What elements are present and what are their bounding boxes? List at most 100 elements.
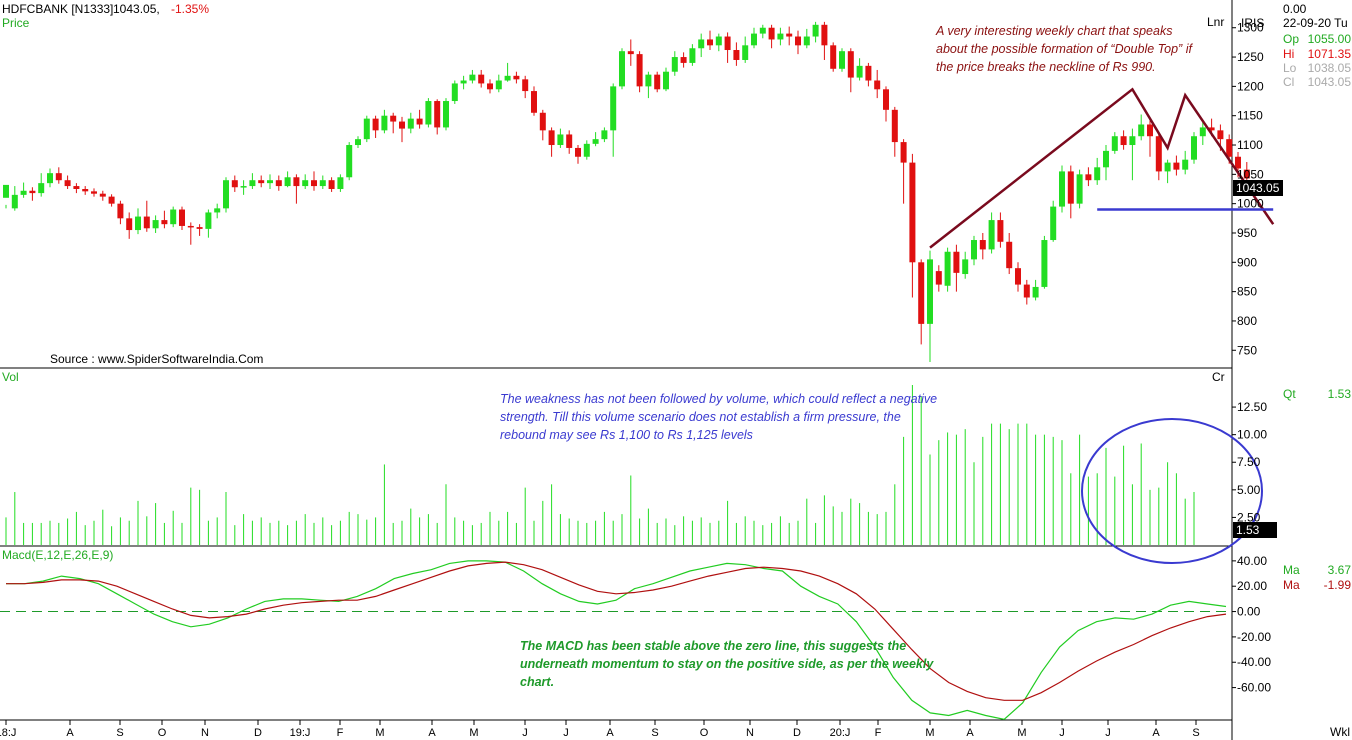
change-label: -1.35%	[171, 2, 209, 16]
x-tick-label: 18:J	[0, 727, 16, 739]
candle-body	[777, 33, 784, 40]
candle-body	[3, 184, 9, 198]
volume-tick-label: 12.50	[1237, 400, 1267, 414]
candle-body	[874, 80, 881, 90]
candle-body	[962, 259, 969, 275]
top-value: 0.00	[1283, 2, 1307, 16]
x-tick-label: M	[469, 727, 478, 739]
volume-bars	[5, 385, 1195, 545]
candle-body	[1208, 127, 1215, 131]
candle-body	[1191, 136, 1197, 160]
volume-annotation: The weakness has not been followed by vo…	[500, 392, 938, 442]
price-tick-label: 850	[1237, 285, 1257, 299]
candle-body	[152, 220, 159, 229]
price-panel-label: Price	[2, 16, 30, 30]
candle-body	[1147, 124, 1153, 137]
candle-body	[143, 216, 150, 229]
candle-body	[196, 227, 203, 229]
price-tick-label: 800	[1237, 314, 1257, 328]
candle-body	[927, 259, 933, 324]
price-tick-label: 1050	[1237, 167, 1264, 181]
candle-body	[856, 65, 863, 78]
candle-body	[293, 177, 300, 187]
candle-body	[284, 177, 291, 187]
candle-body	[1138, 124, 1145, 137]
macd-tick-label: 40.00	[1237, 554, 1267, 568]
macd-tick-label: 20.00	[1237, 579, 1267, 593]
candle-body	[47, 173, 53, 184]
x-tick-label: M	[375, 727, 384, 739]
candle-body	[645, 74, 652, 87]
x-tick-label: A	[1152, 727, 1160, 739]
candle-body	[636, 54, 643, 87]
candle-body	[1041, 240, 1048, 287]
qt-label: Qt	[1283, 387, 1296, 401]
candle-body	[372, 118, 379, 131]
candle-body	[1059, 171, 1065, 207]
candle-body	[1103, 150, 1109, 168]
candle-body	[38, 183, 45, 194]
volume-last-tag: 1.53	[1236, 523, 1260, 537]
cl-value: 1043.05	[1308, 75, 1352, 89]
candle-body	[909, 162, 916, 263]
candle-body	[997, 220, 1004, 242]
macd-tick-label: -20.00	[1237, 630, 1271, 644]
price-annotation: A very interesting weekly chart that spe…	[936, 24, 1192, 74]
candle-body	[900, 142, 907, 163]
candle-body	[1094, 167, 1101, 181]
x-tick-label: J	[1105, 727, 1111, 739]
x-tick-label: D	[254, 727, 262, 739]
macd-signal-line	[6, 561, 1227, 701]
x-tick-label: J	[563, 727, 569, 739]
macd-ma2-label: Ma	[1283, 578, 1300, 592]
candle-body	[812, 24, 819, 37]
pattern-overlay	[929, 87, 1275, 564]
candle-body	[1182, 159, 1189, 170]
hi-label: Hi	[1283, 47, 1294, 61]
price-tick-label: 1300	[1237, 21, 1264, 35]
x-tick-label: N	[746, 727, 754, 739]
price-tick-label: 950	[1237, 226, 1257, 240]
x-tick-label: J	[1059, 727, 1065, 739]
x-tick-label: M	[925, 727, 934, 739]
candle-body	[821, 24, 828, 46]
macd-tick-label: -40.00	[1237, 655, 1271, 669]
candle-body	[768, 27, 775, 40]
candle-body	[671, 57, 678, 72]
candle-body	[1155, 136, 1162, 172]
candle-body	[707, 39, 713, 46]
lo-value: 1038.05	[1308, 61, 1352, 75]
candle-body	[469, 74, 476, 81]
last-price-tag-bg	[1233, 180, 1283, 196]
candle-body	[979, 240, 986, 250]
macd-tick-label: -60.00	[1237, 681, 1271, 695]
price-tick-label: 900	[1237, 255, 1257, 269]
candle-body	[548, 130, 555, 146]
candle-body	[1199, 127, 1206, 137]
candle-body	[302, 180, 309, 187]
candle-body	[592, 139, 599, 144]
ticker-label: HDFCBANK [N1333]	[2, 2, 113, 16]
x-tick-label: A	[606, 727, 614, 739]
candle-body	[135, 216, 141, 231]
candle-body	[698, 39, 705, 49]
macd-tick-label: 0.00	[1237, 605, 1261, 619]
candle-body	[654, 74, 661, 90]
candle-body	[425, 101, 432, 125]
macd-ma1-label: Ma	[1283, 563, 1300, 577]
price-candles	[3, 21, 1250, 362]
x-tick-label: D	[793, 727, 801, 739]
candle-body	[1076, 174, 1083, 204]
candle-body	[513, 75, 520, 80]
candle-body	[231, 180, 238, 188]
candle-body	[1120, 136, 1127, 146]
candle-body	[988, 220, 995, 250]
candle-body	[319, 180, 326, 187]
candle-body	[1217, 130, 1224, 140]
price-tick-label: 1150	[1237, 109, 1263, 123]
x-tick-label: F	[337, 727, 344, 739]
macd-ma2-value: -1.99	[1324, 578, 1352, 592]
candle-body	[73, 186, 80, 189]
macd-line	[6, 560, 1227, 720]
